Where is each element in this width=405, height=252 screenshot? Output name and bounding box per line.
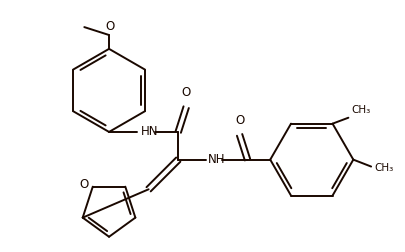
Text: O: O <box>235 114 244 127</box>
Text: CH₃: CH₃ <box>374 163 393 173</box>
Text: O: O <box>105 20 115 33</box>
Text: O: O <box>181 86 191 99</box>
Text: CH₃: CH₃ <box>352 105 371 115</box>
Text: NH: NH <box>208 153 226 166</box>
Text: HN: HN <box>141 125 158 138</box>
Text: O: O <box>79 178 89 191</box>
